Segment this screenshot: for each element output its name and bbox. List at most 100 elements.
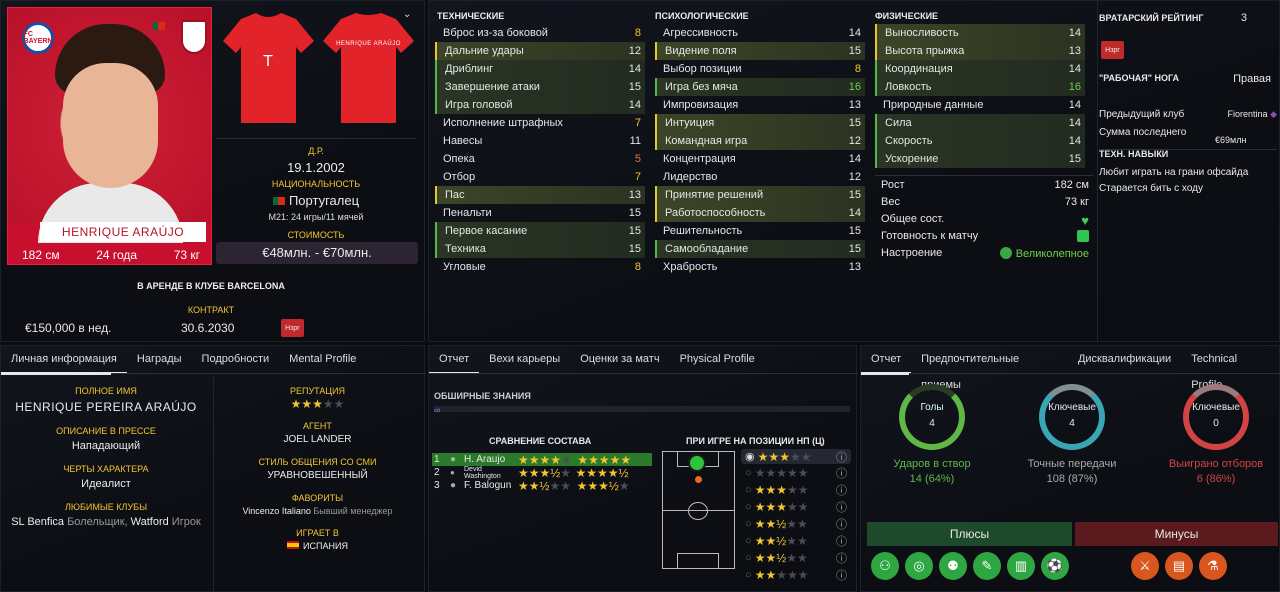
- agent-value[interactable]: JOEL LANDER: [283, 434, 352, 445]
- tab-details[interactable]: Подробности: [201, 353, 270, 365]
- attr-row: Выбор позиции 8: [663, 63, 861, 75]
- media-value: УРАВНОВЕШЕННЫЙ: [267, 470, 368, 481]
- morale-arrow-icon: [999, 247, 1012, 259]
- tab-report[interactable]: Отчет: [429, 346, 480, 374]
- fee-label: Сумма последнего: [1099, 127, 1187, 138]
- loan-text: В АРЕНДЕ В КЛУБЕ BARCELONA: [137, 281, 285, 291]
- weight-label: Вес: [881, 196, 900, 208]
- position-row[interactable]: ○ ★★★★★ⓘ: [745, 482, 847, 497]
- position-row[interactable]: ○ ★★★★★ⓘ: [745, 465, 847, 480]
- nationality-flag-icon: [272, 197, 285, 205]
- gk-rating-label: ВРАТАРСКИЙ РЕЙТИНГ: [1099, 13, 1204, 23]
- heart-icon: ♥: [1081, 213, 1089, 228]
- attr-row: Координация 14: [875, 60, 1085, 78]
- attr-row: Импровизация 13: [663, 99, 861, 111]
- knowledge-bar: [434, 406, 850, 412]
- foot-value: Правая: [1233, 73, 1271, 85]
- tab-career[interactable]: Вехи карьеры: [489, 353, 561, 365]
- tab-awards[interactable]: Награды: [136, 353, 182, 365]
- info-icon[interactable]: ⓘ: [836, 501, 847, 514]
- report-panel: Отчет Вехи карьеры Оценки за матч Physic…: [428, 345, 858, 592]
- con-boot-icon[interactable]: ⚔: [1131, 552, 1159, 580]
- fav-person[interactable]: Vincenzo Italiano: [242, 506, 311, 516]
- tab-personal-info[interactable]: Личная информация: [1, 346, 127, 374]
- gauge-passes-label: Ключевые: [1048, 402, 1096, 413]
- squad-row[interactable]: 3 ● F. Balogun ★★½ ★★ ★★★½ ★: [434, 478, 630, 493]
- contract-label: КОНТРАКТ: [187, 305, 235, 315]
- attr-row: Сила 14: [875, 114, 1085, 132]
- pro-kit-icon[interactable]: ▥: [1007, 552, 1035, 580]
- position-row[interactable]: ○ ★★½ ★★ ⓘ: [745, 516, 847, 531]
- attr-row: Завершение атаки 15: [435, 78, 645, 96]
- tab-physical-profile[interactable]: Physical Profile: [679, 353, 755, 365]
- position-row[interactable]: ○ ★★★★★ⓘ: [745, 567, 847, 582]
- club-1[interactable]: SL Benfica: [11, 516, 65, 528]
- fullname-label: ПОЛНОЕ ИМЯ: [75, 386, 137, 396]
- contract-end: 30.6.2030: [181, 321, 235, 335]
- card-age: 24 года: [96, 248, 138, 262]
- contract-action-button[interactable]: Нзрг: [281, 319, 304, 337]
- attr-row: Пенальти 15: [443, 207, 641, 219]
- traits-value: Идеалист: [81, 478, 131, 490]
- info-icon[interactable]: ⓘ: [836, 467, 847, 480]
- kit-dropdown-icon[interactable]: ⌄: [403, 9, 412, 20]
- tab-scout-report[interactable]: Отчет: [861, 346, 912, 374]
- pro-brain-icon[interactable]: ⚇: [871, 552, 899, 580]
- condition-label: Общее сост.: [881, 213, 945, 225]
- tab-technical-profile[interactable]: Technical Profile: [1191, 353, 1238, 391]
- info-icon[interactable]: ⓘ: [836, 535, 847, 548]
- gauge-passes-sub: 108 (87%): [1046, 473, 1098, 485]
- height-value: 182 см: [1054, 179, 1089, 191]
- svg-text:T: T: [263, 53, 273, 70]
- match-fitness-label: Готовность к матчу: [881, 230, 979, 242]
- position-row[interactable]: ○ ★★★★★ⓘ: [745, 499, 847, 514]
- info-icon[interactable]: ⓘ: [836, 552, 847, 565]
- personal-tabs: Личная информация Награды Подробности Me…: [1, 346, 366, 374]
- national-crest-icon: [181, 20, 207, 54]
- info-icon[interactable]: ⓘ: [836, 518, 847, 531]
- value-label: СТОИМОСТЬ: [287, 230, 345, 240]
- player-photo: [8, 8, 211, 243]
- info-icon[interactable]: ⓘ: [836, 569, 847, 582]
- club-badge-icon: FC BAYERN: [22, 22, 54, 54]
- club-1-role: Болельщик,: [67, 516, 128, 528]
- attr-row: Вброс из-за боковой 8: [443, 27, 641, 39]
- squad-row[interactable]: 1 ● H. Araujo ★★★★ ★ ★★★★★: [432, 453, 652, 466]
- tab-preferred-moves[interactable]: Предпочтительные приемы: [921, 353, 1020, 391]
- position-marker-icon: [688, 454, 706, 472]
- tab-match-ratings[interactable]: Оценки за матч: [580, 353, 660, 365]
- home-kit-front: T: [221, 11, 316, 126]
- tab-suspensions[interactable]: Дисквалификации: [1077, 353, 1172, 365]
- agent-label: АГЕНТ: [303, 421, 332, 431]
- club-2[interactable]: Watford: [130, 516, 169, 528]
- gk-rating-value: 3: [1240, 12, 1247, 24]
- info-icon[interactable]: ⓘ: [836, 484, 847, 497]
- gauge-goals-value: 4: [929, 418, 935, 429]
- pro-ball-icon[interactable]: ⚽: [1041, 552, 1069, 580]
- attr-row: Ускорение 15: [875, 150, 1085, 168]
- con-flask-icon[interactable]: ⚗: [1199, 552, 1227, 580]
- press-label: ОПИСАНИЕ В ПРЕССЕ: [56, 426, 156, 436]
- position-row[interactable]: ○ ★★½ ★★ ⓘ: [745, 550, 847, 565]
- gk-action-button[interactable]: Нзрг: [1101, 41, 1124, 59]
- attr-row: Самообладание 15: [655, 240, 865, 258]
- info-icon[interactable]: ⓘ: [836, 451, 847, 464]
- fav-value: Vincenzo Italiano Бывший менеджер: [215, 506, 420, 516]
- wage-value: €150,000 в нед.: [25, 321, 112, 335]
- attr-row: Отбор 7: [443, 171, 641, 183]
- position-row[interactable]: ◉ ★★★ ★★ ⓘ: [741, 449, 851, 464]
- attr-row: Решительность 15: [663, 225, 861, 237]
- physical-title: ФИЗИЧЕСКИЕ: [875, 11, 939, 21]
- squad-row[interactable]: 2 ● Devid Washington ★★★½ ★ ★★★★½: [434, 465, 629, 480]
- pro-speech-icon[interactable]: ✎: [973, 552, 1001, 580]
- attr-row: Природные данные 14: [883, 99, 1081, 111]
- pro-target-icon[interactable]: ◎: [905, 552, 933, 580]
- position-row[interactable]: ○ ★★½ ★★ ⓘ: [745, 533, 847, 548]
- attr-row: Дальние удары 12: [435, 42, 645, 60]
- gauge-tackles-value: 0: [1213, 418, 1219, 429]
- pro-players-icon[interactable]: ⚉: [939, 552, 967, 580]
- con-document-icon[interactable]: ▤: [1165, 552, 1193, 580]
- attr-row: Угловые 8: [443, 261, 641, 273]
- position-ratings: ◉ ★★★ ★★ ⓘ ○ ★★★★★ ⓘ ○ ★★★ ★★ ⓘ ○ ★★★ ★★ ⓘ ○ ★…: [741, 449, 851, 583]
- tab-mental-profile[interactable]: Mental Profile: [289, 353, 357, 365]
